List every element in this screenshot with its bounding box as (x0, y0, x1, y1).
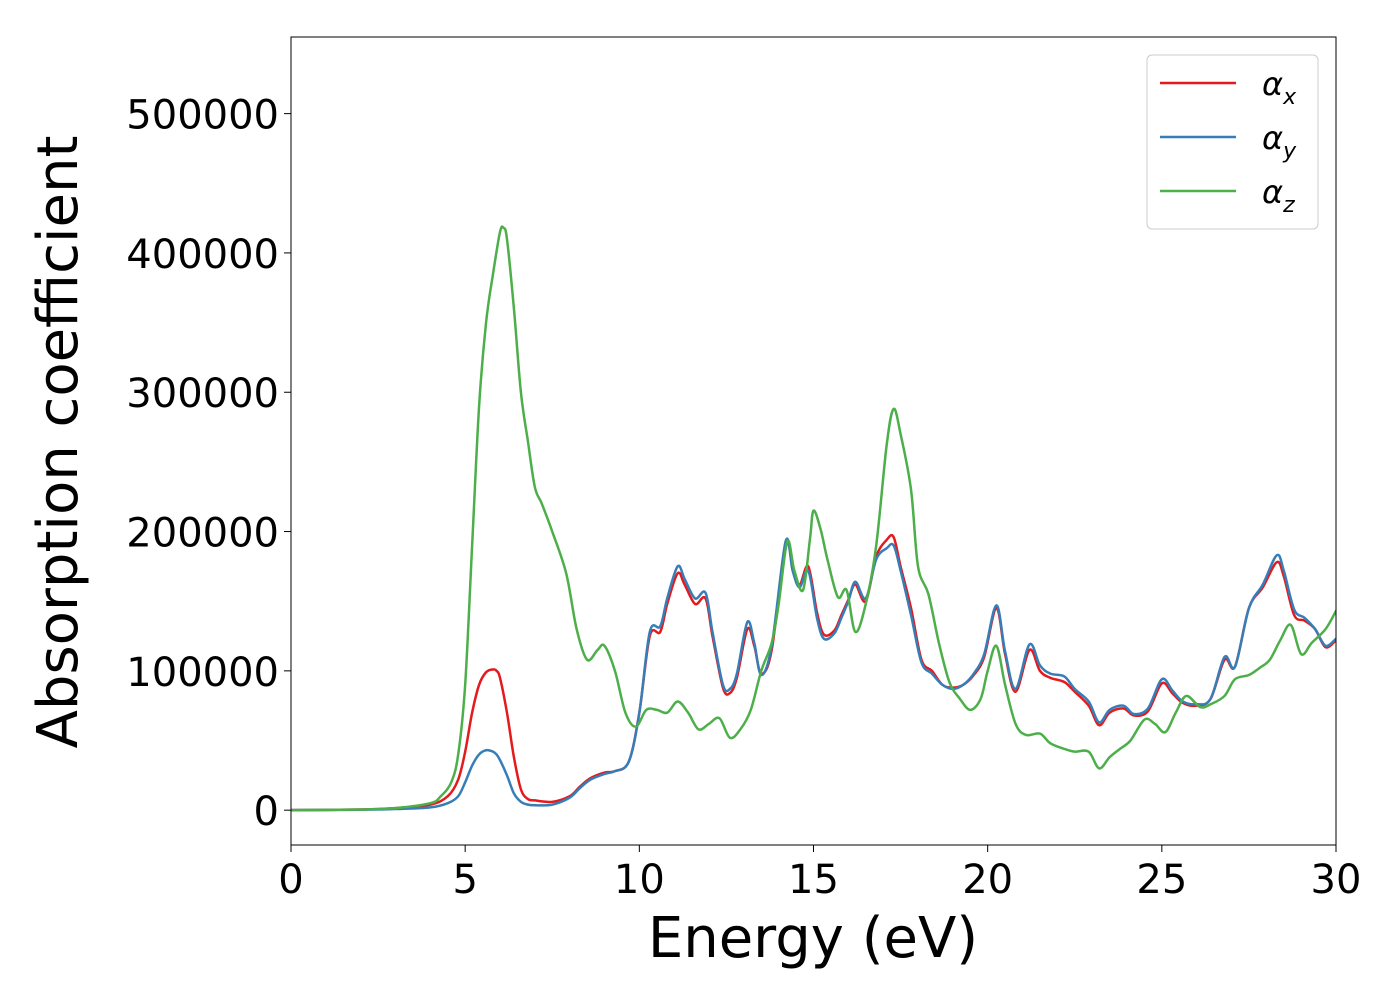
legend-label-z: αz (1262, 173, 1295, 218)
x-tick-label: 0 (278, 857, 303, 903)
y-axis: 0 100000 200000 300000 400000 500000 (126, 93, 291, 835)
x-tick-label: 5 (452, 857, 477, 903)
series-line-z (291, 225, 1336, 812)
x-tick-label: 10 (614, 857, 665, 903)
legend-label-y: αy (1262, 119, 1297, 164)
legend-label-x: αx (1262, 65, 1297, 110)
x-tick-label: 25 (1136, 857, 1187, 903)
y-tick-label: 0 (254, 789, 279, 835)
x-tick-label: 15 (788, 857, 839, 903)
legend: αx αy αz (1146, 54, 1319, 230)
y-axis-label: Absorption coefficient (26, 136, 91, 749)
x-axis-label: Energy (eV) (648, 906, 978, 971)
x-tick-label: 20 (962, 857, 1013, 903)
x-tick-label: 30 (1311, 857, 1362, 903)
y-tick-label: 400000 (126, 232, 279, 278)
y-tick-label: 300000 (126, 371, 279, 417)
y-tick-label: 500000 (126, 93, 279, 139)
legend-box (1146, 54, 1319, 230)
series-line-x (291, 533, 1336, 812)
x-axis: 0 5 10 15 20 25 30 (278, 845, 1361, 903)
series-line-y (291, 537, 1336, 812)
y-tick-label: 100000 (126, 650, 279, 696)
y-tick-label: 200000 (126, 511, 279, 557)
series-layer (291, 225, 1336, 812)
